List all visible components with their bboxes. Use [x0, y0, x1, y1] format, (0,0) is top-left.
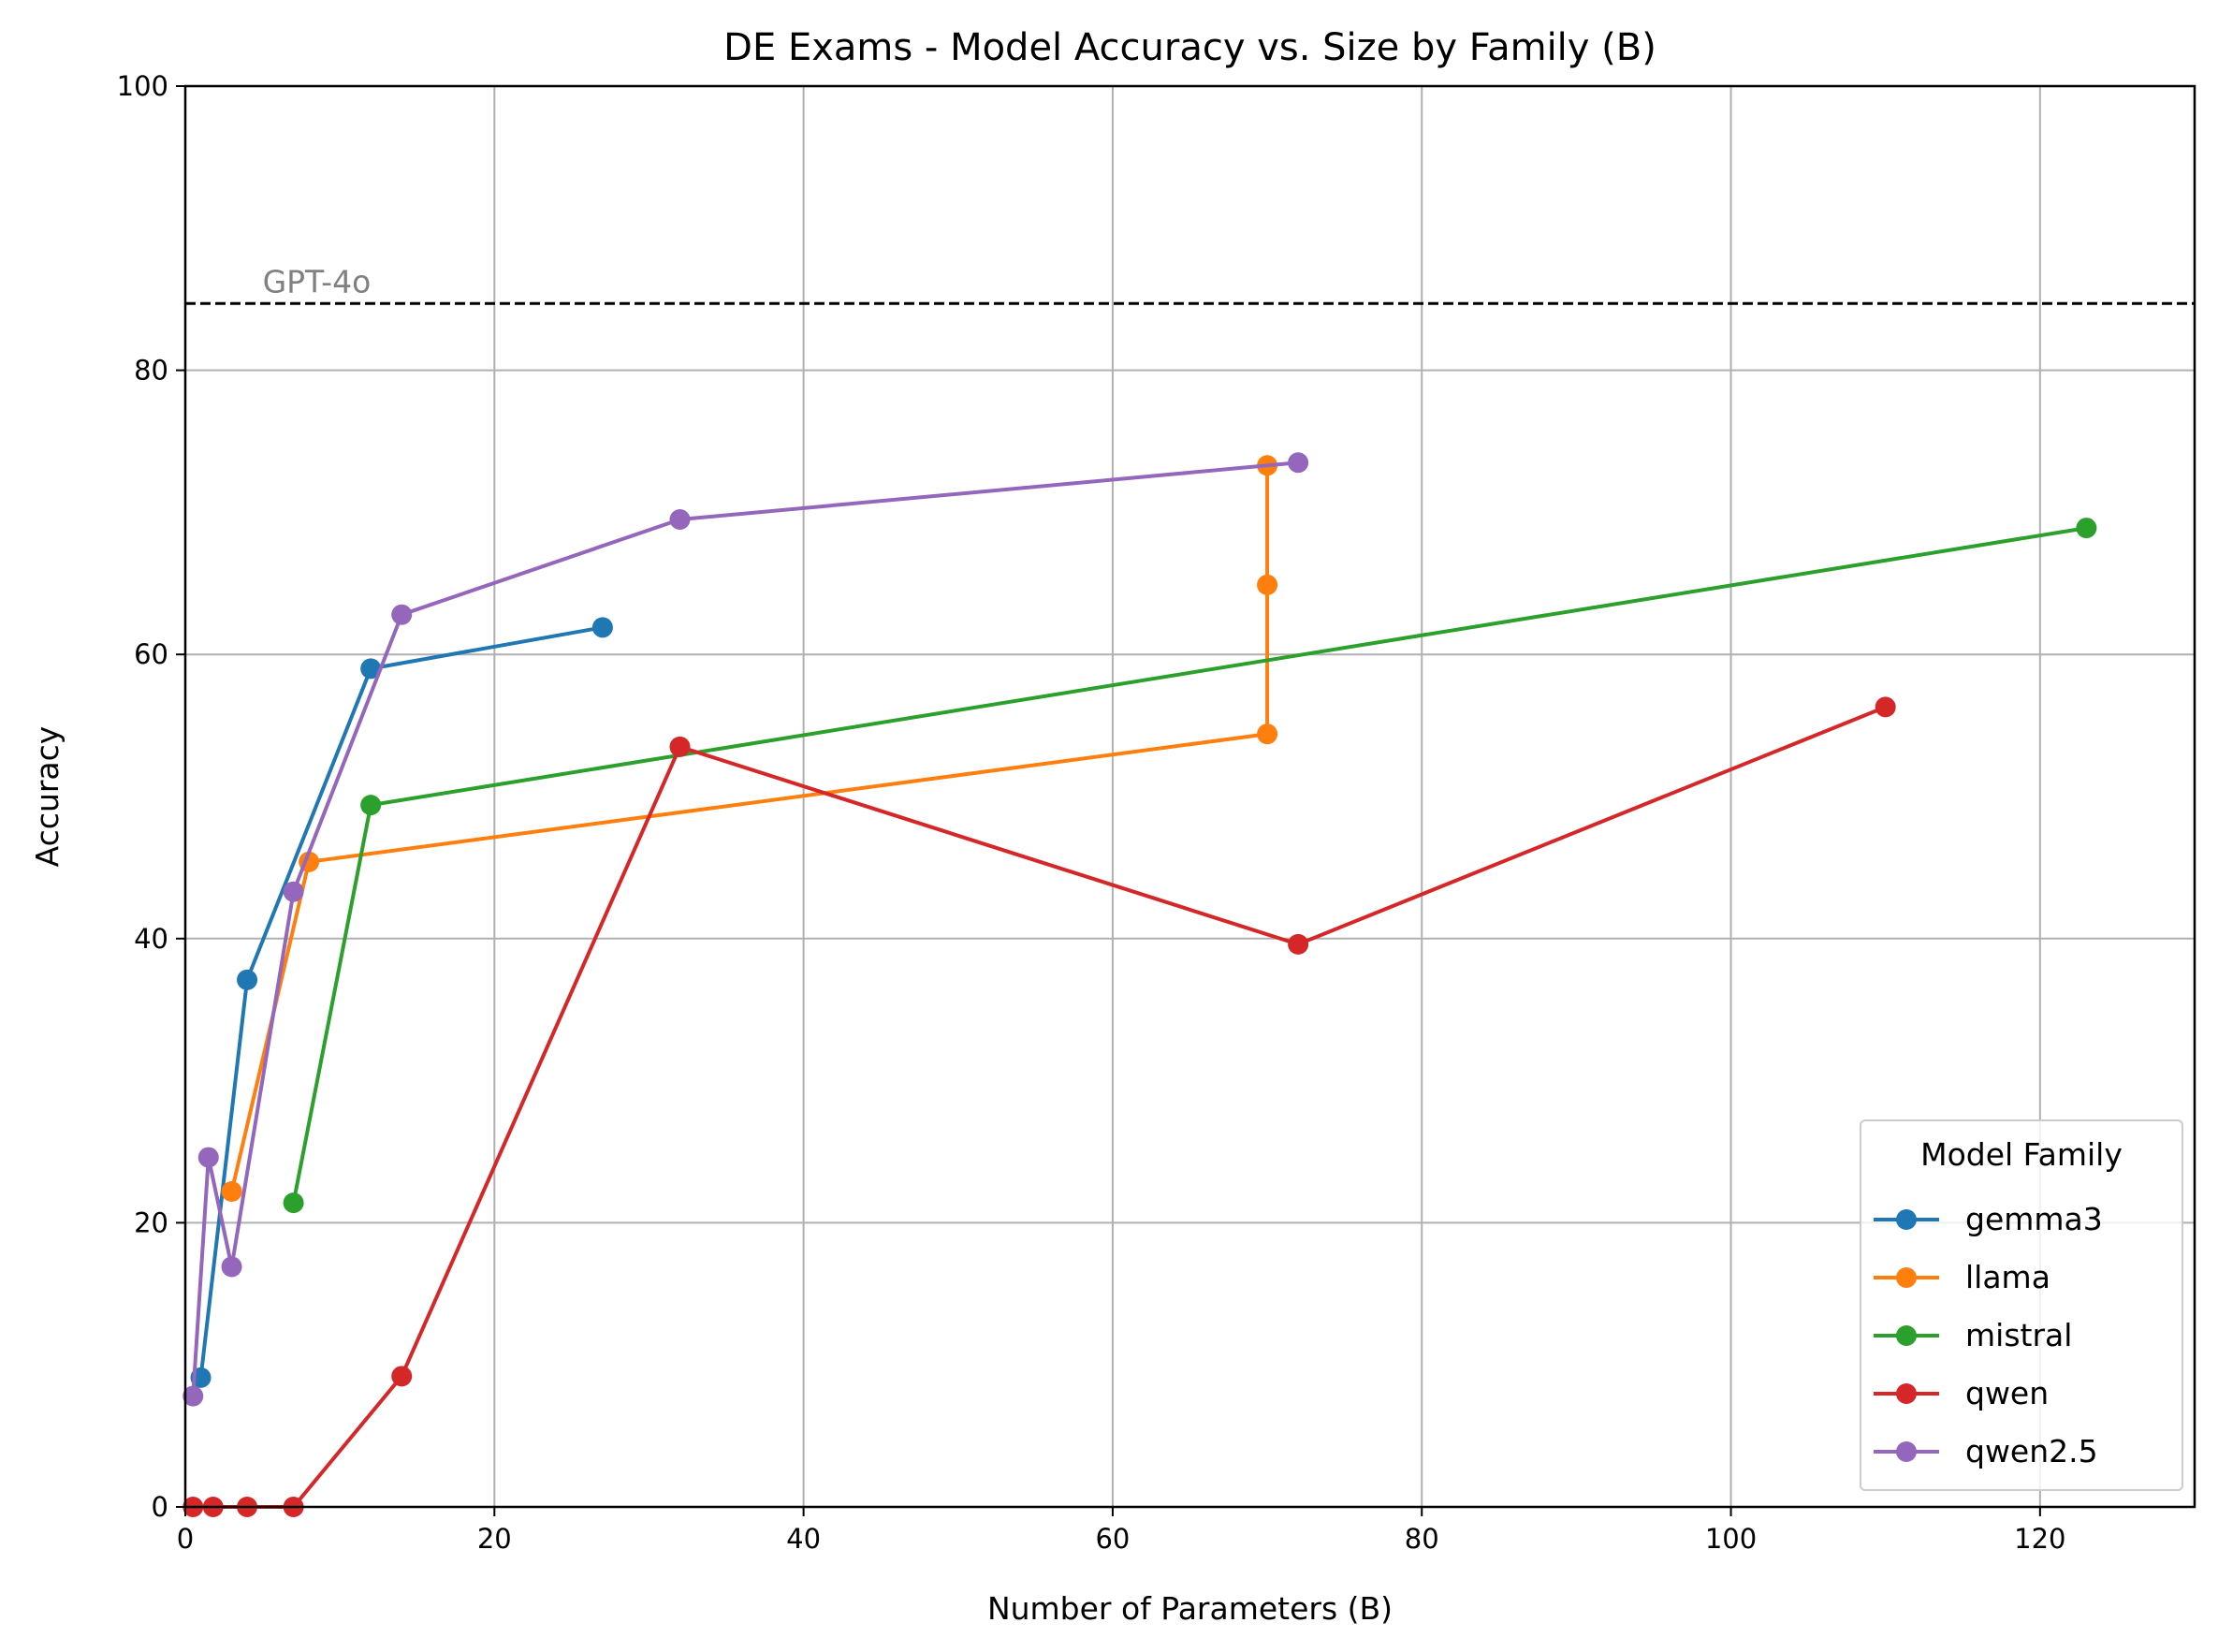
data-point [1257, 574, 1278, 595]
reference-line-group: GPT-4o [185, 263, 2195, 305]
tick-labels: 0 20 40 60 80 100 120 0 20 40 60 80 100 [117, 70, 2066, 1555]
data-point [221, 1181, 242, 1203]
y-axis-title: Accuracy [29, 726, 66, 868]
x-axis-title: Number of Parameters (B) [987, 1590, 1393, 1627]
legend-title: Model Family [1920, 1136, 2123, 1173]
legend-label: gemma3 [1965, 1201, 2103, 1237]
data-point [1288, 452, 1309, 474]
x-tick-label: 100 [1705, 1523, 1757, 1555]
legend-box [1860, 1119, 2183, 1491]
data-point [669, 508, 691, 530]
x-tick-label: 120 [2014, 1523, 2065, 1555]
data-point [591, 617, 613, 638]
legend-swatch-marker [1896, 1267, 1917, 1288]
legend-entry-llama: llama [1874, 1259, 2050, 1295]
y-tick-label: 60 [134, 638, 168, 670]
legend-swatch-marker [1896, 1325, 1917, 1346]
legend-label: qwen2.5 [1965, 1433, 2098, 1469]
legend-entry-qwen2-5: qwen2.5 [1874, 1433, 2098, 1469]
series-llama [221, 455, 1278, 1203]
data-point [391, 1366, 413, 1387]
axes [183, 84, 2196, 1509]
legend-label: qwen [1965, 1375, 2049, 1411]
x-tick-label: 40 [786, 1523, 821, 1555]
legend-swatch-marker [1896, 1209, 1917, 1230]
data-point [237, 969, 258, 990]
x-tick-label: 80 [1405, 1523, 1439, 1555]
legend: Model Family gemma3 llama mistral qwen qwen2… [1860, 1119, 2183, 1491]
y-tick-label: 80 [134, 355, 168, 387]
data-point [1288, 933, 1309, 955]
series-mistral [283, 518, 2097, 1214]
data-point [221, 1256, 242, 1278]
data-point [669, 736, 691, 757]
legend-swatch-marker [1896, 1383, 1917, 1404]
data-point [1257, 724, 1278, 745]
data-point [391, 604, 413, 625]
data-point [360, 795, 382, 816]
reference-line-label: GPT-4o [263, 263, 372, 300]
y-tick-label: 0 [152, 1491, 168, 1523]
data-point [1875, 696, 1896, 718]
data-point [182, 1385, 204, 1407]
legend-entry-mistral: mistral [1874, 1317, 2072, 1353]
plot-frame [183, 84, 2196, 1509]
x-tick-label: 60 [1095, 1523, 1130, 1555]
data-point [283, 1192, 304, 1214]
series-line [198, 625, 605, 1380]
chart-title: DE Exams - Model Accuracy vs. Size by Fa… [723, 26, 1656, 69]
legend-label: mistral [1965, 1317, 2072, 1353]
data-point [2076, 518, 2097, 539]
data-point [360, 658, 382, 680]
data-point [283, 881, 304, 902]
legend-entry-qwen: qwen [1874, 1375, 2049, 1411]
y-tick-label: 40 [134, 923, 168, 955]
y-tick-label: 20 [134, 1206, 168, 1238]
legend-swatch-marker [1896, 1441, 1917, 1462]
legend-entry-gemma3: gemma3 [1874, 1201, 2103, 1237]
data-point [197, 1147, 219, 1168]
x-tick-label: 0 [177, 1523, 194, 1555]
x-tick-label: 20 [477, 1523, 512, 1555]
legend-label: llama [1965, 1259, 2050, 1295]
series-qwen2-5 [182, 452, 1309, 1407]
y-tick-label: 100 [117, 70, 168, 102]
